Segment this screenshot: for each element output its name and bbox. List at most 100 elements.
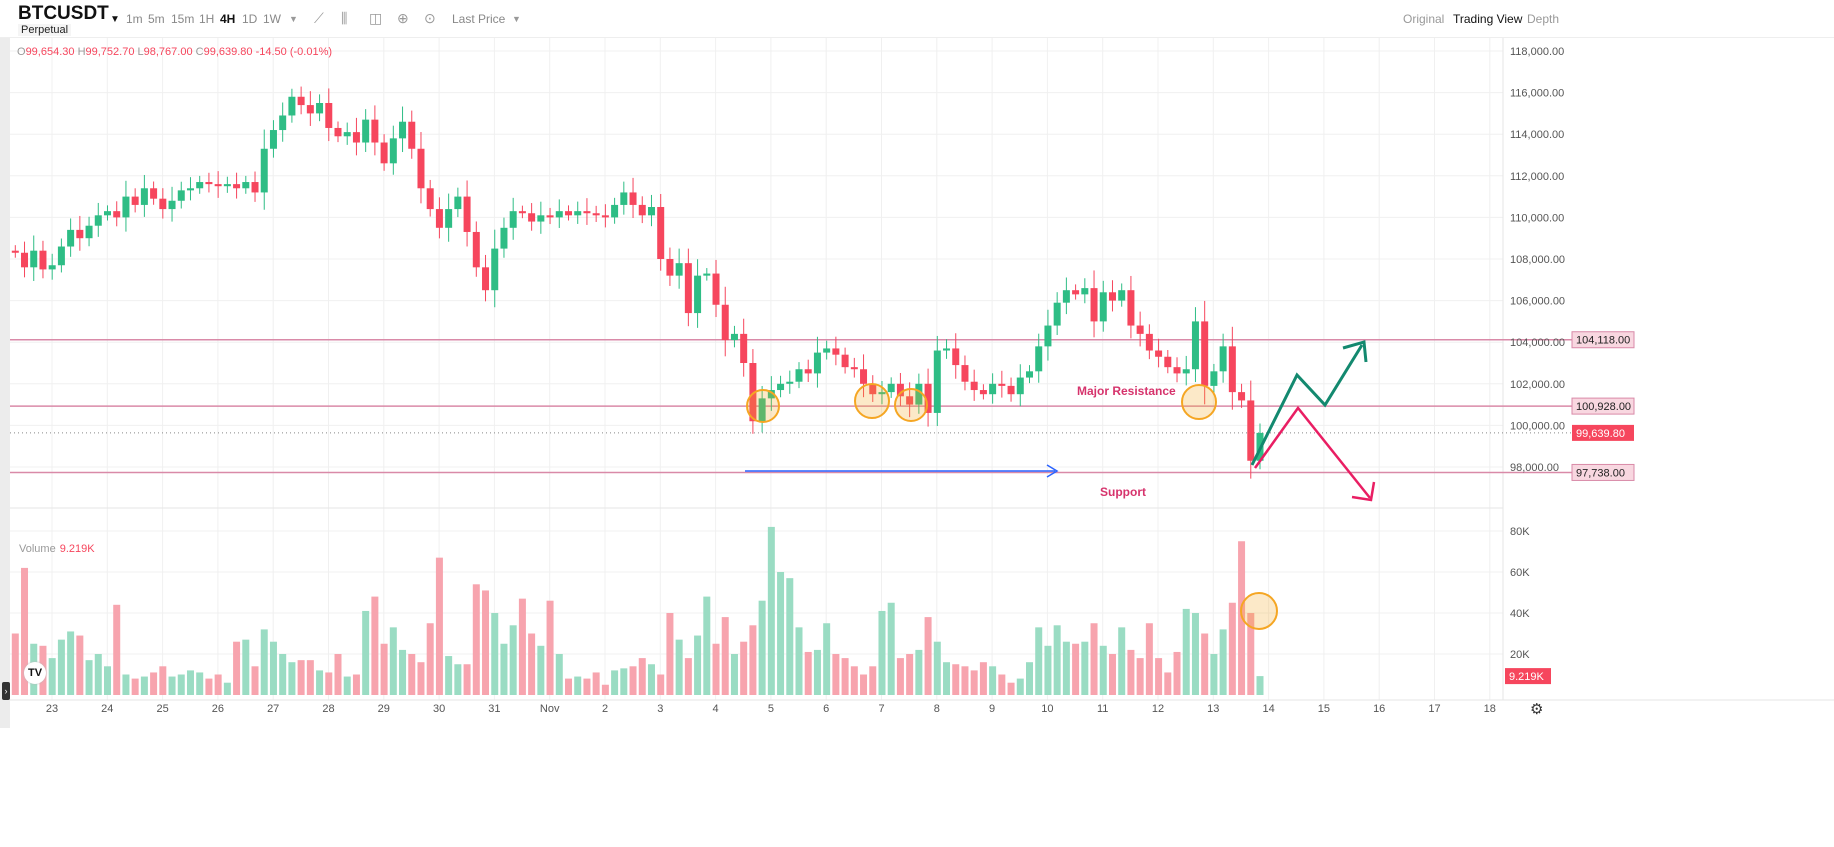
settings-icon[interactable]: ⊙: [424, 10, 436, 26]
candle-body: [509, 211, 517, 228]
chart-type-icon[interactable]: ⫼: [341, 10, 348, 26]
candle-body: [435, 209, 443, 228]
drawings[interactable]: Major Resistance Support: [745, 340, 1376, 630]
timeframe-1m[interactable]: 1m: [126, 12, 143, 26]
candle-body: [832, 348, 840, 355]
more-timeframes-icon[interactable]: ▼: [289, 14, 298, 24]
volume-bar: [767, 526, 775, 695]
candle-body: [943, 348, 951, 351]
volume-bar: [159, 666, 167, 695]
time-tick-label: 13: [1207, 703, 1219, 715]
candle-body: [362, 119, 370, 143]
indicators-icon[interactable]: ⟋: [314, 10, 324, 26]
candle-body: [546, 215, 554, 218]
highlight-circle[interactable]: [854, 383, 890, 419]
price-tick-label: 102,000.00: [1510, 379, 1565, 391]
volume-bar: [1099, 645, 1107, 695]
candle-body: [869, 383, 877, 395]
volume-bar: [269, 641, 277, 695]
volume-bar: [297, 660, 305, 695]
price-type-caret-icon[interactable]: ▼: [512, 14, 521, 24]
candle-body: [94, 215, 102, 226]
volume-bar: [85, 660, 93, 695]
timeframe-1d[interactable]: 1D: [242, 12, 258, 26]
volume-bar: [343, 676, 351, 695]
candle-body: [528, 213, 536, 222]
candle-body: [611, 204, 619, 218]
add-icon[interactable]: ⊕: [397, 10, 409, 26]
view-original[interactable]: Original: [1403, 12, 1445, 26]
volume-bar: [528, 633, 536, 695]
candle-body: [915, 383, 923, 405]
timeframe-5m[interactable]: 5m: [148, 12, 165, 26]
candle-body: [1127, 290, 1135, 326]
tradingview-logo: TV: [24, 662, 46, 684]
bullish-scenario-arrow[interactable]: [1250, 344, 1364, 466]
volume-bar: [104, 666, 111, 695]
candle-body: [1191, 321, 1199, 370]
candle-body: [1173, 367, 1181, 374]
time-tick-label: 26: [212, 703, 224, 715]
time-tick-label: 27: [267, 703, 279, 715]
volume-bar: [1164, 672, 1172, 695]
volume-bar: [94, 654, 102, 695]
highlight-circle[interactable]: [746, 389, 780, 423]
highlight-circle[interactable]: [894, 388, 928, 422]
volume-value: 9.219K: [59, 543, 95, 555]
bullish-arrowhead: [1342, 340, 1368, 363]
open-label: O: [17, 46, 26, 58]
volume-bar: [1173, 651, 1181, 695]
volume-bar: [380, 643, 388, 695]
candle-body: [417, 148, 425, 189]
volume-highlight-circle[interactable]: [1240, 592, 1278, 630]
candle-body: [1210, 371, 1218, 386]
candle-body: [638, 204, 646, 216]
highlight-circle[interactable]: [1181, 384, 1217, 420]
bearish-scenario-arrow[interactable]: [1253, 405, 1371, 499]
candle-body: [647, 207, 655, 216]
symbol-title[interactable]: BTCUSDT: [18, 3, 109, 24]
symbol-dropdown-icon[interactable]: ▼: [110, 14, 120, 25]
volume-bar: [777, 572, 785, 695]
candle-body: [740, 333, 748, 363]
time-tick-label: 9: [989, 703, 995, 715]
candle-body: [472, 231, 480, 268]
volume-bar: [500, 643, 508, 695]
volume-bar: [223, 682, 231, 695]
timeframe-4h[interactable]: 4H: [220, 12, 236, 26]
timeframe-15m[interactable]: 15m: [171, 12, 195, 26]
volume-bar: [1247, 613, 1255, 695]
price-type-select[interactable]: Last Price: [452, 12, 506, 26]
low-value: 98,767.00: [143, 46, 193, 58]
volume-bar: [196, 672, 204, 695]
volume-bar: [491, 613, 499, 695]
candle-body: [712, 273, 720, 305]
candle-body: [408, 121, 416, 149]
volume-bar: [1044, 645, 1052, 695]
candle-body: [574, 211, 582, 216]
volume-bar: [749, 625, 757, 695]
volume-bar: [177, 674, 185, 695]
candle-body: [1072, 290, 1080, 295]
view-trading-view[interactable]: Trading View: [1453, 12, 1523, 26]
expand-toolbar-button[interactable]: ›: [2, 682, 10, 700]
timeframe-1h[interactable]: 1H: [199, 12, 215, 26]
low-label: L: [137, 46, 144, 58]
candle-body: [952, 348, 960, 366]
volume-bar: [371, 596, 379, 695]
volume-bar: [168, 676, 176, 695]
timeframe-1w[interactable]: 1W: [263, 12, 281, 26]
chart-settings-icon[interactable]: ⚙: [1530, 701, 1544, 718]
candle-body: [122, 196, 130, 218]
view-depth[interactable]: Depth: [1527, 12, 1560, 26]
volume-bar: [288, 662, 296, 695]
volume-bar: [721, 617, 729, 695]
close-label: C: [195, 46, 204, 58]
volume-bar: [611, 670, 619, 695]
candle-body: [177, 190, 185, 201]
price-tick-label: 110,000.00: [1510, 212, 1564, 224]
camera-icon[interactable]: ◫: [369, 10, 383, 26]
candle-body: [1081, 288, 1089, 295]
volume-bar: [1155, 658, 1163, 695]
